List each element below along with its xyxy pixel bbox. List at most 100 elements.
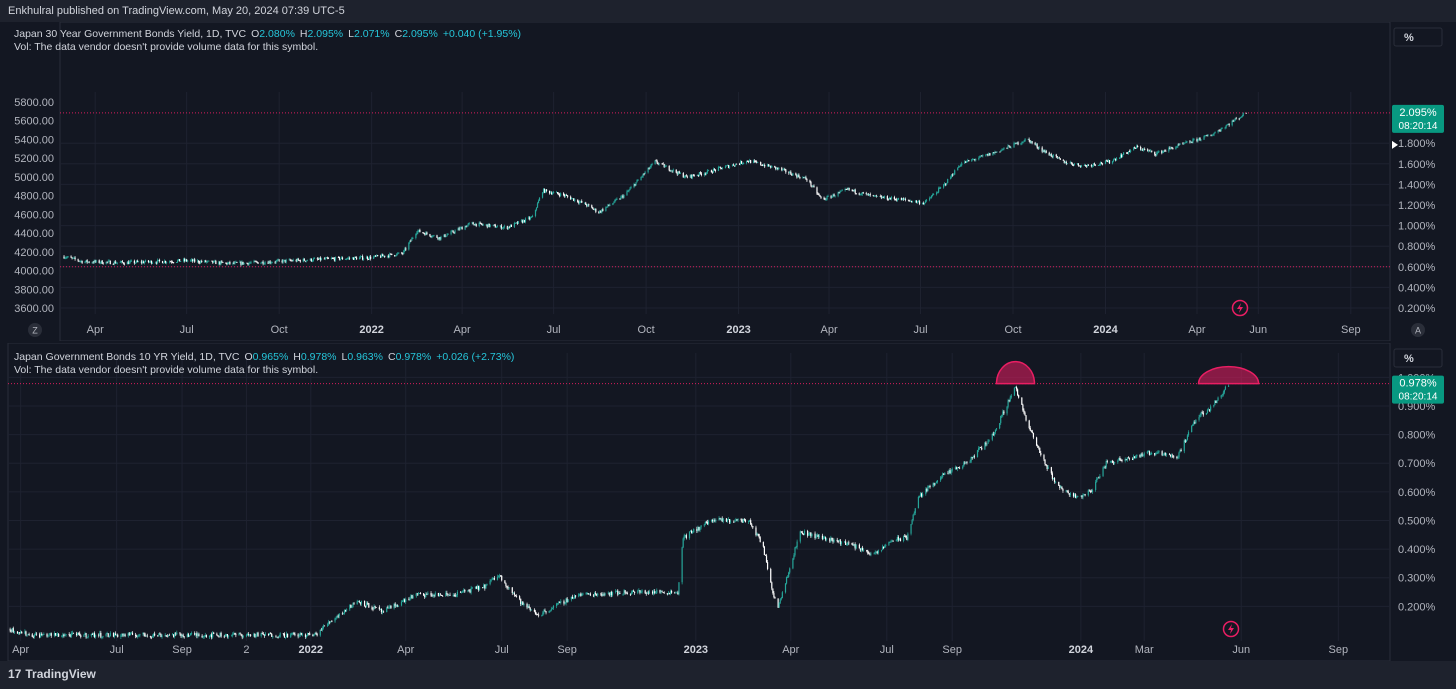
candle-body <box>761 164 763 166</box>
candle-body <box>647 592 649 594</box>
candle-body <box>203 635 205 637</box>
candle-body <box>474 586 476 588</box>
candle-body <box>904 198 907 200</box>
candle-body <box>113 633 116 637</box>
candle-body <box>475 223 477 226</box>
candle-body <box>781 167 783 171</box>
candle-body <box>879 195 881 197</box>
candle-body <box>401 252 403 254</box>
candle-body <box>727 165 730 168</box>
candle-body <box>838 540 840 542</box>
candle-body <box>453 232 455 234</box>
candle-body <box>791 174 793 176</box>
candle-body <box>248 262 250 265</box>
candle-body <box>634 591 636 593</box>
candle-body <box>1224 127 1226 129</box>
candle-body <box>162 262 165 264</box>
candle-body <box>172 262 175 264</box>
candle-body <box>124 634 126 637</box>
candle-body <box>171 262 174 263</box>
candle-body <box>256 261 258 263</box>
candle-body <box>226 262 228 265</box>
candle-body <box>698 172 700 176</box>
candle-body <box>372 608 374 610</box>
candle-body <box>675 169 677 173</box>
candle-body <box>659 590 661 593</box>
candle-body <box>627 191 629 192</box>
candle-body <box>452 594 454 596</box>
candle-body <box>177 260 179 263</box>
zoom-reset-button[interactable] <box>28 323 42 337</box>
scroll-arrow-icon[interactable] <box>1392 140 1398 149</box>
candle-body <box>375 255 377 257</box>
x-axis-label: Jul <box>110 644 124 656</box>
candle-body <box>471 587 473 589</box>
candle-body <box>600 593 602 595</box>
candle-body <box>1232 120 1234 122</box>
candle-body <box>350 604 352 608</box>
candle-body <box>1091 165 1094 167</box>
candle-body <box>834 195 836 197</box>
candle-body <box>508 587 510 589</box>
candle-body <box>799 176 801 179</box>
chart-jp10y[interactable]: 1.000%0.900%0.800%0.700%0.600%0.500%0.40… <box>0 342 1456 662</box>
legend-open: 0.965% <box>253 351 289 363</box>
percent-scale-button[interactable] <box>1393 348 1443 368</box>
candle-body <box>512 592 514 594</box>
plot-area[interactable] <box>7 342 1391 662</box>
candle-body <box>1141 149 1143 151</box>
candle-body <box>588 204 590 206</box>
candle-body <box>762 165 764 167</box>
chart-svg-2: 1.000%0.900%0.800%0.700%0.600%0.500%0.40… <box>7 342 1444 662</box>
candle-body <box>1165 150 1167 152</box>
candle-body <box>149 260 152 262</box>
candle-body <box>437 592 440 597</box>
candle-body <box>805 177 807 180</box>
lightning-icon[interactable] <box>1231 299 1249 317</box>
candle-body <box>41 633 43 636</box>
percent-scale-button[interactable] <box>1393 27 1443 47</box>
plot-area[interactable] <box>59 21 1391 342</box>
candle-body <box>1028 138 1030 141</box>
tradingview-logo[interactable]: 17 TradingView <box>8 667 96 681</box>
right-tick-label: 0.900% <box>1398 401 1436 413</box>
candle-body <box>218 636 220 638</box>
candle-body <box>391 253 393 255</box>
legend-open: 2.080% <box>259 28 295 40</box>
lightning-icon[interactable] <box>1222 620 1240 638</box>
chart-jp30y[interactable]: 1.800% 1.600% 1.400% 1.200% 1.000% 0.800% 0.60… <box>0 21 1456 342</box>
candle-body <box>771 582 773 589</box>
candle-body <box>1242 112 1244 117</box>
candle-body <box>789 568 791 573</box>
auto-scale-button[interactable] <box>1411 323 1425 337</box>
candle-body <box>873 553 875 555</box>
candle-body <box>929 486 931 487</box>
candle-body <box>235 634 237 636</box>
candle-body <box>361 256 364 260</box>
candle-body <box>334 618 336 622</box>
candle-body <box>452 230 454 233</box>
candle-body <box>598 211 600 214</box>
candle-body <box>947 179 949 184</box>
candle-body <box>637 590 639 593</box>
candle-body <box>623 590 625 594</box>
x-axis-label: Jul <box>913 324 927 336</box>
candle-body <box>1198 137 1200 140</box>
candle-body <box>855 544 857 549</box>
x-axis-label: Sep <box>172 644 192 656</box>
candle-body <box>593 593 596 596</box>
candle-body <box>284 637 287 638</box>
candle-body <box>116 262 118 264</box>
candle-body <box>973 456 975 458</box>
tradingview-mark-icon: 17 <box>8 667 22 681</box>
candle-body <box>637 180 639 181</box>
candle-body <box>707 521 710 525</box>
candle-body <box>874 195 876 197</box>
candle-body <box>949 470 951 474</box>
candle-body <box>754 160 756 162</box>
candle-body <box>853 189 855 191</box>
candle-body <box>917 201 920 203</box>
candle-body <box>215 260 217 265</box>
candle-body <box>951 174 953 178</box>
candle-body <box>351 607 353 609</box>
